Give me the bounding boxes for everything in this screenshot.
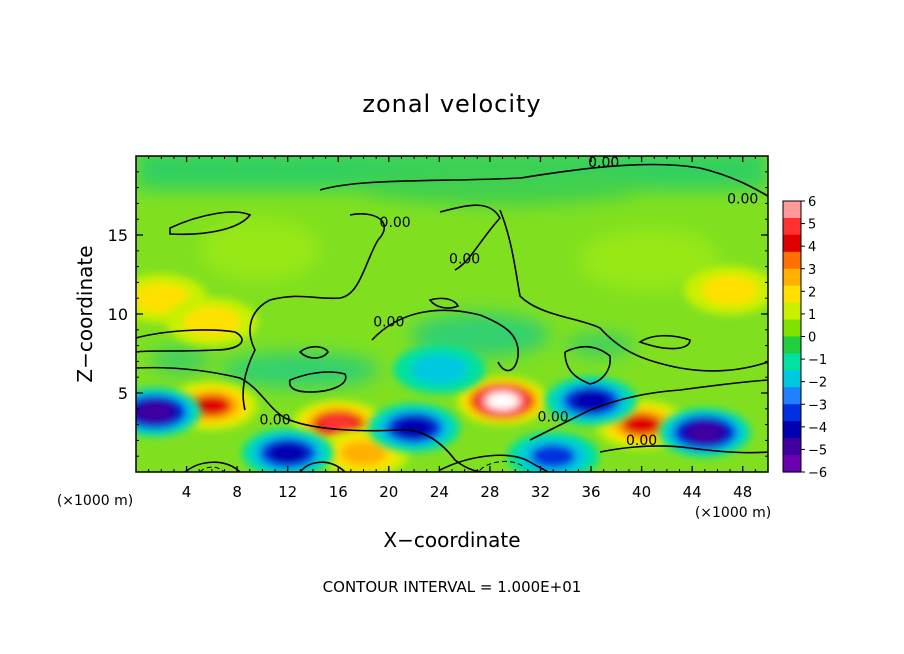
contour-line <box>319 163 768 197</box>
contour-line <box>136 366 491 472</box>
velocity-field-texture <box>136 156 768 388</box>
velocity-feature <box>368 403 460 453</box>
colorbar-label: −4 <box>808 421 827 436</box>
plot-area: 0.00 0.00 0.00 0.00 0.00 0.00 0.00 0.00 <box>136 155 768 472</box>
contour-line <box>371 309 519 372</box>
colorbar-swatch <box>783 234 801 253</box>
negative-contours <box>199 461 526 472</box>
colorbar-swatch <box>783 455 801 473</box>
colorbar-swatch <box>783 370 801 388</box>
contour-line <box>184 461 241 472</box>
velocity-feature <box>658 408 751 457</box>
colorbar-swatch <box>783 201 801 219</box>
contour-label: 0.00 <box>259 413 290 429</box>
colorbar-swatch <box>783 268 801 287</box>
velocity-feature <box>684 265 768 315</box>
x-tick-label: 32 <box>531 483 550 501</box>
dashed-contour <box>199 466 225 472</box>
colorbar-swatch <box>783 404 801 422</box>
colorbar-label: 4 <box>808 240 816 255</box>
x-tick-label: 28 <box>480 483 499 501</box>
colorbar-swatch <box>783 387 801 405</box>
x-axis: 4 8 12 16 20 24 28 32 36 40 44 48 <box>148 156 756 501</box>
colorbar-label: −1 <box>808 353 827 368</box>
dashed-contour <box>479 461 526 471</box>
contour-label: 0.00 <box>538 409 569 425</box>
colorbar-label: 1 <box>808 308 816 323</box>
colorbar-swatch <box>783 353 801 371</box>
colorbar-label: −3 <box>808 398 827 413</box>
x-tick-label: 8 <box>232 483 242 501</box>
y-axis-label: Z−coordinate <box>73 245 97 382</box>
x-axis-label: X−coordinate <box>383 528 520 552</box>
contour-label: 0.00 <box>449 251 480 267</box>
contour-line <box>288 371 347 393</box>
x-tick-label: 16 <box>329 483 348 501</box>
colorbar-swatch <box>783 302 801 321</box>
contour-labels: 0.00 0.00 0.00 0.00 0.00 0.00 0.00 0.00 <box>259 155 758 449</box>
colorbar-swatch <box>783 319 801 338</box>
x-tick-label: 20 <box>379 483 398 501</box>
contour-label: 0.00 <box>373 315 404 331</box>
x-tick-label: 24 <box>430 483 449 501</box>
y-tick-label: 10 <box>108 305 128 324</box>
velocity-feature <box>241 428 334 472</box>
colorbar: 6 5 4 3 2 1 0 −1 −2 −3 −4 −5 −6 <box>782 195 827 481</box>
contour-line <box>529 379 768 441</box>
colorbar-label: 2 <box>808 285 816 300</box>
colorbar-label: −2 <box>808 376 827 391</box>
colorbar-swatch <box>783 285 801 304</box>
chart-title: zonal velocity <box>362 90 541 118</box>
x-tick-label: 44 <box>683 483 702 501</box>
contour-line <box>299 461 346 472</box>
y-axis: 5 10 15 <box>108 171 768 457</box>
y-tick-label: 15 <box>108 226 128 245</box>
contour-line <box>298 345 329 359</box>
colorbar-label: 0 <box>808 331 816 346</box>
contour-line <box>428 297 460 309</box>
colorbar-swatch <box>783 217 801 236</box>
velocity-features <box>136 265 768 472</box>
velocity-feature <box>165 297 258 347</box>
colorbar-label: 5 <box>808 218 816 233</box>
colorbar-label: 3 <box>808 263 816 278</box>
colorbar-swatch <box>783 336 801 355</box>
contour-interval-note: CONTOUR INTERVAL = 1.000E+01 <box>323 578 582 596</box>
colorbar-swatch <box>783 421 801 439</box>
velocity-feature <box>456 376 549 426</box>
velocity-feature <box>507 431 600 472</box>
colorbar-label: −5 <box>808 443 827 458</box>
x-tick-label: 36 <box>581 483 600 501</box>
y-tick-label: 5 <box>118 384 128 403</box>
contour-line <box>169 211 252 236</box>
contour-label: 0.00 <box>626 433 657 449</box>
contour-line <box>564 345 611 385</box>
colorbar-swatch <box>783 438 801 456</box>
velocity-feature <box>393 344 486 394</box>
x-tick-label: 40 <box>632 483 651 501</box>
contour-line <box>242 213 386 411</box>
x-tick-label: 4 <box>182 483 192 501</box>
x-axis-unit-right: (×1000 m) <box>695 505 771 521</box>
velocity-feature <box>136 387 201 437</box>
x-axis-unit-left: (×1000 m) <box>57 493 133 509</box>
contour-label: 0.00 <box>380 215 411 231</box>
colorbar-swatch <box>783 251 801 270</box>
x-tick-label: 48 <box>733 483 752 501</box>
contour-line <box>136 329 243 353</box>
x-tick-label: 12 <box>278 483 297 501</box>
zero-contours <box>136 163 768 472</box>
contour-line <box>499 209 768 372</box>
contour-line <box>439 204 501 271</box>
contour-label: 0.00 <box>727 191 758 207</box>
contour-label: 0.00 <box>588 155 619 171</box>
contour-line <box>638 334 691 350</box>
contour-line <box>599 445 768 454</box>
contour-line <box>439 454 549 472</box>
colorbar-label: −6 <box>808 466 827 481</box>
colorbar-label: 6 <box>808 195 816 210</box>
